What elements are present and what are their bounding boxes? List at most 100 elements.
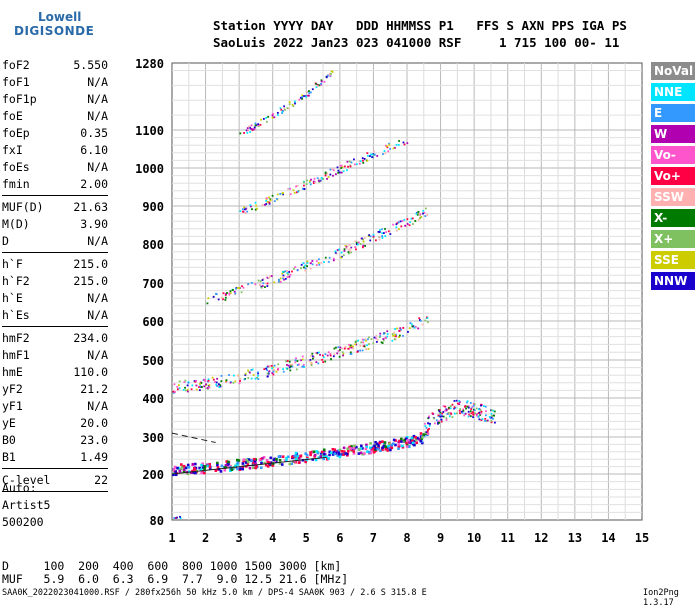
echo-point [291,270,293,273]
echo-point [186,390,189,393]
echo-point [287,188,289,190]
echo-point [303,184,305,187]
echo-point [343,165,346,168]
echo-point [401,444,404,448]
param-value: 21.2 [80,382,108,396]
echo-point [386,146,389,149]
echo-point [316,85,319,87]
echo-point [472,402,475,405]
echo-point [268,461,271,465]
echo-point [253,126,256,129]
echo-point [481,418,484,421]
header-line-2: SaoLuis 2022 Jan23 023 041000 RSF 1 715 … [213,35,620,50]
echo-point [445,417,448,420]
echo-point [363,158,366,160]
echo-point [295,185,297,188]
footer-file-note: SAA0K_2022023041000.RSF / 280fx256h 50 k… [2,588,427,598]
echo-point [435,419,438,422]
echo-point [425,426,428,429]
echo-point [317,362,320,365]
legend-item: X+ [651,230,695,248]
echo-point [303,95,305,97]
echo-point [331,71,334,73]
echo-point [477,408,480,411]
param-label: h`E [2,291,23,305]
echo-point [320,79,323,82]
echo-point [239,210,242,213]
param-value: N/A [87,308,108,322]
echo-point [244,212,247,214]
echo-point [280,108,283,111]
echo-point [442,411,445,413]
echo-point [387,150,390,153]
echo-point [405,445,409,448]
echo-point [332,174,334,177]
echo-point [320,80,323,83]
echo-point [448,415,451,418]
x-tick-label: 5 [303,531,310,545]
echo-point [381,440,384,443]
echo-point [415,212,418,215]
echo-point [359,237,362,240]
echo-point [437,414,440,417]
trace-echoes [173,515,182,520]
echo-point [368,446,372,450]
echo-point [397,445,401,449]
echo-point [419,432,423,435]
echo-point [352,452,356,455]
echo-point [254,283,257,286]
echo-point [243,206,246,209]
echo-point [372,150,375,153]
echo-point [347,347,350,350]
echo-point [463,414,466,417]
echo-point [348,343,350,346]
echo-point [198,386,200,388]
echo-point [233,290,236,293]
echo-point [397,447,400,451]
echo-point [366,450,369,453]
echo-point [336,454,340,457]
echo-point [347,165,349,168]
echo-point [276,114,279,116]
echo-point [362,244,365,247]
echo-point [333,452,337,456]
echo-point [236,458,239,462]
echo-point [453,412,456,415]
echo-point [388,143,391,146]
echo-point [277,367,280,370]
x-tick-label: 2 [202,531,209,545]
echo-point [289,363,292,366]
param-label: B1 [2,450,16,464]
echo-point [295,368,298,371]
echo-point [186,472,190,476]
echo-point [342,170,345,173]
echo-point [326,177,328,180]
echo-point [216,384,218,387]
echo-point [246,463,250,466]
echo-point [268,202,271,205]
param-row: M(D) 3.90 [2,217,108,234]
echo-point [394,146,396,149]
echo-point [361,157,364,160]
echo-point [249,131,252,133]
echo-point [254,208,257,211]
param-value: 22 [94,473,108,487]
echo-point [298,363,300,366]
echo-point [449,411,452,414]
param-label: hmF1 [2,348,30,362]
echo-point [302,364,305,366]
echo-point [249,126,251,129]
echo-point [282,370,285,373]
echo-point [203,467,206,470]
echo-point [321,354,324,357]
echo-point [179,515,181,518]
echo-point [469,410,472,413]
echo-point [467,405,470,408]
echo-point [376,338,379,341]
echo-point [369,442,372,445]
echo-point [305,95,308,98]
echo-point [329,451,333,455]
echo-point [467,415,470,418]
param-separator [2,468,108,469]
echo-point [362,246,364,249]
